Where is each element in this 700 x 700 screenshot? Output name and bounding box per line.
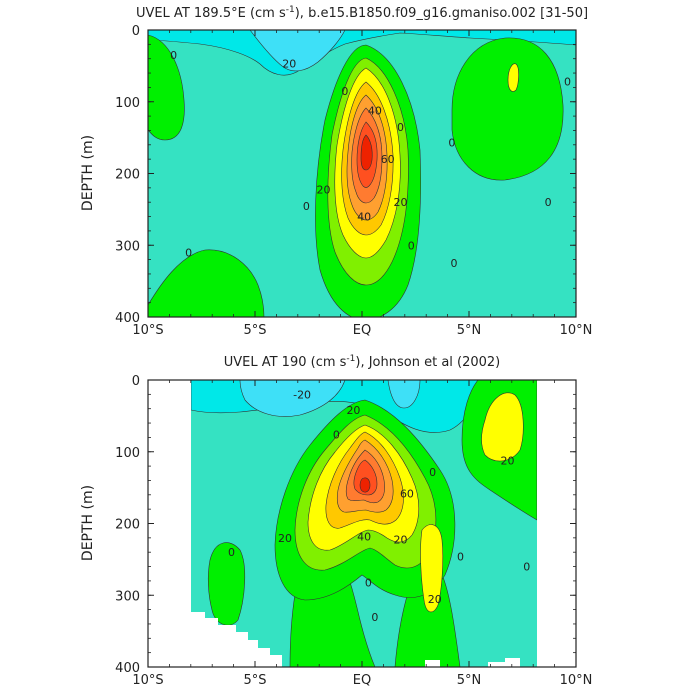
panel-1: UVEL AT 189.5°E (cm s-1), b.e15.B1850.f0… — [80, 5, 592, 338]
contour-label: 0 — [523, 561, 530, 574]
contour-label: 20 — [346, 404, 360, 417]
contour-label: 0 — [228, 546, 235, 559]
panel-1-contours — [148, 30, 576, 317]
y-tick-label: 300 — [115, 589, 140, 604]
panel-2: UVEL AT 190 (cm s-1), Johnson et al (200… — [80, 354, 592, 688]
contour-label: 20 — [501, 454, 515, 467]
positive-patch-right — [451, 37, 564, 181]
contour-label: 0 — [365, 576, 372, 589]
y-tick-label: 400 — [115, 311, 140, 326]
contour-label: 60 — [381, 153, 395, 166]
positive-patch-left-top — [148, 34, 185, 141]
y-tick-label: 0 — [132, 24, 140, 39]
x-tick-label: 5°N — [457, 673, 482, 688]
y-tick-label: 100 — [115, 446, 140, 461]
panel-2-contours — [148, 380, 576, 667]
contour-label: 40 — [357, 530, 371, 543]
x-tick-label: 10°S — [132, 673, 163, 688]
y-tick-label: 200 — [115, 518, 140, 533]
panel-2-ylabel: DEPTH (m) — [80, 485, 96, 561]
contour-label: 0 — [451, 257, 458, 270]
contour-label: 0 — [397, 121, 404, 134]
positive-peak-right — [507, 63, 519, 92]
x-tick-label: 5°S — [243, 323, 266, 338]
contour-label: 0 — [429, 466, 436, 479]
secondary-tongue — [420, 524, 444, 613]
contour-label: 0 — [371, 611, 378, 624]
y-tick-label: 200 — [115, 168, 140, 183]
y-tick-label: 100 — [115, 96, 140, 111]
contour-label: 40 — [357, 211, 371, 224]
contour-label: 0 — [341, 85, 348, 98]
contour-label: 0 — [448, 137, 455, 150]
y-tick-label: 300 — [115, 239, 140, 254]
contour-label: 20 — [394, 196, 408, 209]
panel-2-contour-labels: -20 20 0 0 20 60 20 40 20 0 0 0 0 20 0 — [228, 388, 530, 623]
panel-1-title: UVEL AT 189.5°E (cm s-1), b.e15.B1850.f0… — [136, 5, 588, 21]
panel-1-ylabel: DEPTH (m) — [80, 135, 96, 211]
contour-label: 0 — [303, 200, 310, 213]
contour-label: 20 — [316, 183, 330, 196]
euc-core — [360, 134, 373, 171]
positive-lower-left — [207, 542, 246, 626]
contour-label: 0 — [564, 76, 571, 89]
panel-1-contour-labels: 0 20 0 40 0 0 0 60 20 0 20 40 0 0 0 0 — [170, 49, 571, 270]
negative-band — [148, 30, 576, 76]
contour-label: 60 — [400, 487, 414, 500]
positive-peak-right — [481, 392, 524, 462]
contour-label: 0 — [170, 49, 177, 62]
x-tick-label: EQ — [353, 673, 371, 688]
negative-core-right — [387, 380, 421, 409]
contour-label: 20 — [394, 533, 408, 546]
y-tick-label: 400 — [115, 661, 140, 676]
x-tick-label: 5°S — [243, 673, 266, 688]
panel-2-title: UVEL AT 190 (cm s-1), Johnson et al (200… — [224, 354, 501, 370]
x-tick-label: 10°N — [560, 323, 593, 338]
contour-label: 20 — [278, 532, 292, 545]
x-tick-label: 10°S — [132, 323, 163, 338]
x-tick-label: 5°N — [457, 323, 482, 338]
contour-label: 0 — [333, 429, 340, 442]
contour-label: 20 — [428, 593, 442, 606]
positive-patch-left-bottom — [148, 249, 265, 317]
contour-label: 0 — [457, 551, 464, 564]
contour-label: 0 — [545, 196, 552, 209]
negative-core — [249, 30, 346, 72]
contour-label: 20 — [282, 58, 296, 71]
euc-core — [359, 477, 371, 493]
mask-right — [537, 380, 576, 667]
contour-label: 40 — [368, 104, 382, 117]
contour-label: 0 — [408, 239, 415, 252]
x-tick-label: 10°N — [560, 673, 593, 688]
x-tick-label: EQ — [353, 323, 371, 338]
negative-core-left — [239, 380, 346, 417]
mask-region — [148, 380, 282, 667]
y-tick-label: 0 — [132, 374, 140, 389]
mask-bottom-right — [425, 658, 520, 667]
contour-label: -20 — [293, 388, 311, 401]
contour-label: 0 — [185, 246, 192, 259]
